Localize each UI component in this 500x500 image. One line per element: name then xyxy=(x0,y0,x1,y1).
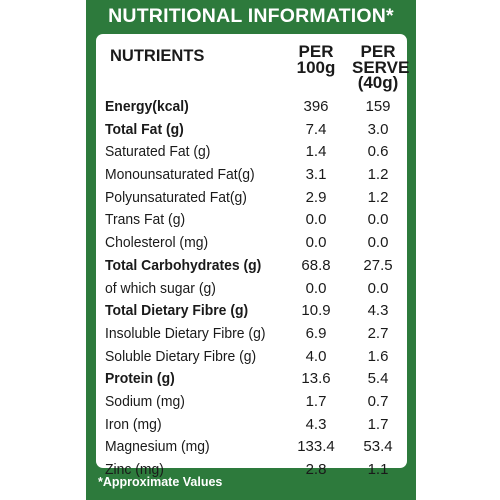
column-header-per-serve-line2: SERVE xyxy=(352,57,410,77)
nutrient-name: Total Fat (g) xyxy=(105,120,184,138)
table-row: Insoluble Dietary Fibre (g) 6.9 2.7 xyxy=(96,323,407,346)
table-row: Monounsaturated Fat(g) 3.1 1.2 xyxy=(96,164,407,187)
value-per-serve: 53.4 xyxy=(363,438,393,456)
value-per-serve: 1.6 xyxy=(367,347,389,365)
value-per-serve: 0.6 xyxy=(367,143,389,161)
nutrient-name: of which sugar (g) xyxy=(105,279,216,297)
nutrient-name: Magnesium (mg) xyxy=(105,438,210,456)
table-row: Magnesium (mg) 133.4 53.4 xyxy=(96,436,407,459)
column-header-per-100g-line1: PER xyxy=(298,42,334,61)
table-row: Total Carbohydrates (g) 68.8 27.5 xyxy=(96,255,407,278)
table-row: Soluble Dietary Fibre (g) 4.0 1.6 xyxy=(96,346,407,369)
table-row: Total Fat (g) 7.4 3.0 xyxy=(96,119,407,142)
value-per-serve: 0.0 xyxy=(367,211,389,229)
column-header-per-100g: PER 100g xyxy=(291,42,341,77)
column-header-per-serve-line1: PER xyxy=(360,42,396,61)
nutrient-name: Total Dietary Fibre (g) xyxy=(105,302,249,320)
value-per-100g: 1.7 xyxy=(305,392,327,410)
value-per-100g: 68.8 xyxy=(301,256,331,274)
table-row: Zinc (mg) 2.8 1.1 xyxy=(96,459,407,482)
value-per-serve: 1.2 xyxy=(367,166,389,184)
value-per-100g: 133.4 xyxy=(297,438,335,456)
column-header-per-100g-line2: 100g xyxy=(296,57,336,77)
table-row: Iron (mg) 4.3 1.7 xyxy=(96,414,407,437)
value-per-serve: 5.4 xyxy=(367,370,389,388)
nutrient-name: Cholesterol (mg) xyxy=(105,234,209,252)
nutrient-name: Protein (g) xyxy=(105,370,175,388)
nutrient-name: Total Carbohydrates (g) xyxy=(105,256,262,274)
table-row: Total Dietary Fibre (g) 10.9 4.3 xyxy=(96,300,407,323)
value-per-serve: 0.0 xyxy=(367,234,389,252)
value-per-serve: 27.5 xyxy=(363,256,393,274)
value-per-serve: 0.0 xyxy=(367,279,389,297)
value-per-100g: 0.0 xyxy=(305,279,327,297)
nutrient-name: Soluble Dietary Fibre (g) xyxy=(105,347,257,365)
value-per-100g: 2.8 xyxy=(305,461,327,478)
nutrient-rows: Energy(kcal) 396 159 Total Fat (g) 7.4 3.0 Sat… xyxy=(96,96,407,482)
nutrition-panel: NUTRITIONAL INFORMATION* NUTRIENTS PER 1… xyxy=(86,0,416,500)
table-row: Sodium (mg) 1.7 0.7 xyxy=(96,391,407,414)
value-per-100g: 10.9 xyxy=(301,302,331,320)
value-per-100g: 1.4 xyxy=(305,143,327,161)
value-per-100g: 0.0 xyxy=(305,211,327,229)
column-header-per-serve: PER SERVE (40g) xyxy=(352,42,410,92)
table-row: of which sugar (g) 0.0 0.0 xyxy=(96,278,407,301)
value-per-serve: 159 xyxy=(365,98,391,115)
table-row: Saturated Fat (g) 1.4 0.6 xyxy=(96,141,407,164)
nutrient-name: Energy(kcal) xyxy=(105,98,189,115)
table-row: Trans Fat (g) 0.0 0.0 xyxy=(96,209,407,232)
table-row: Protein (g) 13.6 5.4 xyxy=(96,368,407,391)
value-per-serve: 1.1 xyxy=(367,461,389,478)
nutrient-name: Saturated Fat (g) xyxy=(105,143,211,161)
nutrient-name: Monounsaturated Fat(g) xyxy=(105,166,255,184)
value-per-100g: 4.0 xyxy=(305,347,327,365)
value-per-serve: 1.2 xyxy=(367,188,389,206)
value-per-100g: 7.4 xyxy=(305,120,327,138)
column-header-per-serve-line3: (40g) xyxy=(357,73,399,92)
table-row: Cholesterol (mg) 0.0 0.0 xyxy=(96,232,407,255)
value-per-serve: 0.7 xyxy=(367,392,389,410)
value-per-serve: 4.3 xyxy=(367,302,389,320)
value-per-100g: 3.1 xyxy=(305,166,327,184)
nutrient-name: Zinc (mg) xyxy=(105,461,164,478)
value-per-serve: 1.7 xyxy=(367,415,389,433)
column-header-nutrients: NUTRIENTS xyxy=(110,47,205,65)
value-per-100g: 0.0 xyxy=(305,234,327,252)
panel-title: NUTRITIONAL INFORMATION* xyxy=(108,5,394,27)
value-per-100g: 396 xyxy=(303,98,329,115)
value-per-serve: 2.7 xyxy=(367,324,389,342)
value-per-serve: 3.0 xyxy=(367,120,389,138)
value-per-100g: 13.6 xyxy=(301,370,331,388)
table-row: Polyunsaturated Fat(g) 2.9 1.2 xyxy=(96,187,407,210)
nutrition-table-card: NUTRIENTS PER 100g PER SERVE (40g) Energ… xyxy=(96,34,410,478)
nutrient-name: Iron (mg) xyxy=(105,415,162,433)
footnote: *Approximate Values xyxy=(98,475,223,489)
value-per-100g: 6.9 xyxy=(305,324,327,342)
nutrient-name: Trans Fat (g) xyxy=(105,211,186,229)
value-per-100g: 2.9 xyxy=(305,188,327,206)
nutrient-name: Polyunsaturated Fat(g) xyxy=(105,188,247,206)
value-per-100g: 4.3 xyxy=(305,415,327,433)
nutrient-name: Sodium (mg) xyxy=(105,392,185,410)
table-row: Energy(kcal) 396 159 xyxy=(96,96,407,119)
nutrient-name: Insoluble Dietary Fibre (g) xyxy=(105,324,266,342)
